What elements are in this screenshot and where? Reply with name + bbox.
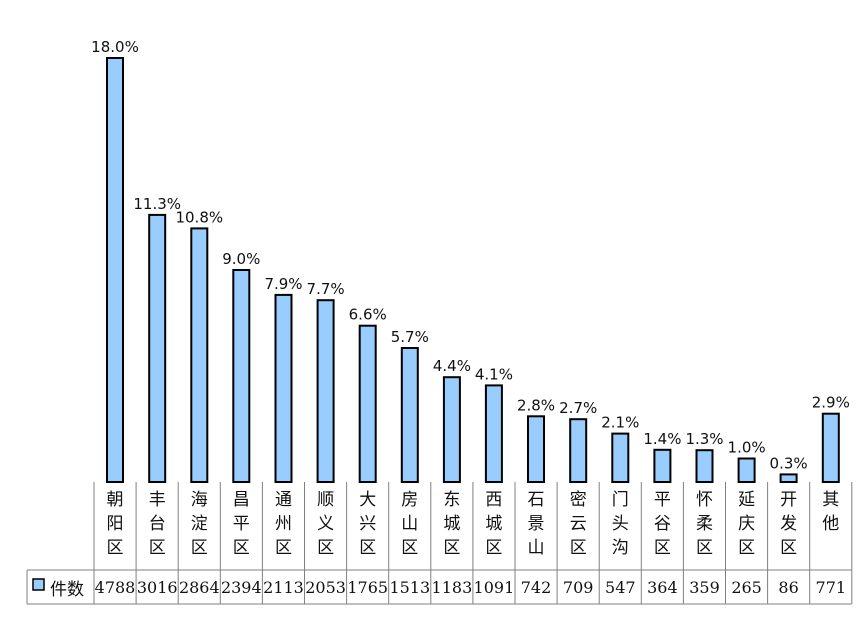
category-label-门头沟: 门头沟 [612,490,629,558]
category-label-朝阳区: 朝阳区 [107,490,124,558]
bar-昌平区 [232,269,251,483]
data-label-怀柔区: 1.3% [685,430,723,448]
legend-label: 件数 [50,580,84,600]
count-cell-房山区: 1513 [389,578,430,597]
data-label-平谷区: 1.4% [643,430,681,448]
data-label-海淀区: 10.8% [175,208,223,226]
data-label-其他: 2.9% [812,394,850,412]
count-cell-大兴区: 1765 [347,578,388,597]
bar-通州区 [274,293,293,483]
count-cell-怀柔区: 359 [689,578,720,597]
count-cell-顺义区: 2053 [305,578,346,597]
data-label-通州区: 7.9% [264,275,302,293]
category-label-平谷区: 平谷区 [654,490,671,558]
bar-其他 [821,412,840,484]
category-label-大兴区: 大兴区 [359,490,376,558]
bar-石景山 [527,415,545,483]
data-label-密云区: 2.7% [559,399,597,417]
bar-东城区 [442,376,461,484]
bars-layer [106,57,840,484]
category-label-海淀区: 海淀区 [191,490,208,558]
category-label-西城区: 西城区 [485,490,502,558]
data-label-房山区: 5.7% [391,328,429,346]
data-table: 朝阳区 4788 丰台区 3016 海淀区 2864 昌平区 2394 通州区 2113 顺义区 20… [26,482,853,605]
count-cell-石景山: 742 [521,578,552,597]
percent-labels-layer: 18.0% 11.3%10.8% 9.0%7.9% 7.7%6.6%5.7%4.4% 4… [91,38,850,472]
data-label-延庆区: 1.0% [728,439,766,457]
data-label-东城区: 4.4% [433,357,471,375]
category-label-延庆区: 延庆区 [738,490,755,558]
category-label-丰台区: 丰台区 [149,490,166,558]
data-label-昌平区: 9.0% [222,250,260,268]
bar-顺义区 [316,299,335,484]
count-cell-丰台区: 3016 [137,578,178,597]
data-label-大兴区: 6.6% [349,306,387,324]
data-label-西城区: 4.1% [475,365,513,383]
category-label-房山区: 房山区 [401,490,418,558]
count-cell-密云区: 709 [563,578,594,597]
category-label-昌平区: 昌平区 [233,490,250,558]
data-label-开发区: 0.3% [770,454,808,472]
category-label-密云区: 密云区 [570,490,587,558]
bar-延庆区 [737,457,756,483]
category-label-开发区: 开发区 [780,490,797,558]
count-cell-西城区: 1091 [474,578,515,597]
category-label-石景山: 石景山 [528,490,545,558]
bar-密云区 [569,418,588,484]
data-label-石景山: 2.8% [517,396,555,414]
bar-朝阳区 [106,57,124,483]
bar-大兴区 [358,324,377,484]
bar-门头沟 [611,432,630,484]
count-cell-门头沟: 547 [605,578,636,597]
count-cell-开发区: 86 [778,578,798,597]
count-cell-朝阳区: 4788 [95,578,136,597]
bar-房山区 [400,347,419,483]
bar-怀柔区 [695,449,714,484]
bar-海淀区 [190,227,209,483]
bar-西城区 [484,384,503,483]
category-label-其他: 其他 [822,490,839,534]
count-cell-海淀区: 2864 [179,578,220,597]
count-cell-通州区: 2113 [263,578,304,597]
bar-开发区 [779,473,798,483]
data-label-门头沟: 2.1% [601,414,639,432]
count-cell-昌平区: 2394 [221,578,262,597]
count-cell-东城区: 1183 [432,578,473,597]
legend-swatch [32,578,45,591]
bar-平谷区 [653,448,672,483]
count-cell-其他: 771 [816,578,847,597]
data-label-丰台区: 11.3% [133,195,181,213]
count-cell-延庆区: 265 [731,578,762,597]
category-label-怀柔区: 怀柔区 [696,490,713,558]
count-cell-平谷区: 364 [647,578,678,597]
category-label-通州区: 通州区 [275,490,292,558]
category-label-顺义区: 顺义区 [317,490,334,558]
data-label-朝阳区: 18.0% [91,38,139,56]
bar-丰台区 [148,213,167,483]
data-label-顺义区: 7.7% [307,280,345,298]
legend: 件数 [32,578,84,600]
category-label-东城区: 东城区 [443,490,460,558]
